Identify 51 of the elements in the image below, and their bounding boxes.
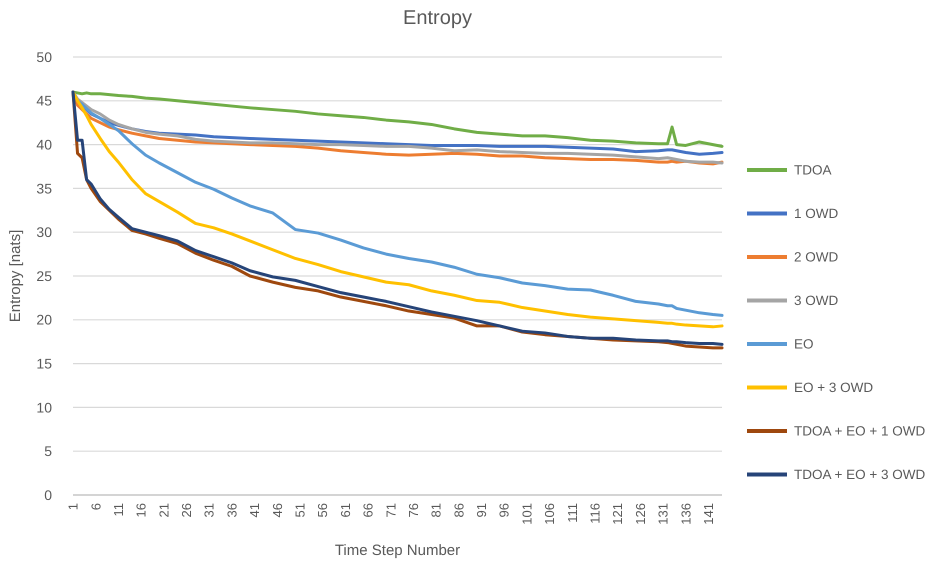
legend-label: EO + 3 OWD <box>794 380 874 396</box>
x-tick-label: 26 <box>179 503 194 518</box>
y-tick-label: 15 <box>36 356 52 372</box>
x-tick-label: 31 <box>202 503 217 518</box>
x-axis-title: Time Step Number <box>334 542 460 559</box>
y-tick-label: 5 <box>44 443 52 460</box>
x-tick-label: 21 <box>156 503 172 518</box>
legend-label: EO <box>794 336 814 352</box>
x-tick-label: 46 <box>270 503 285 518</box>
legend-label: 2 OWD <box>794 250 838 265</box>
x-tick-label: 116 <box>587 503 602 524</box>
x-tick-label: 96 <box>496 503 512 518</box>
x-tick-label: 86 <box>451 503 466 518</box>
x-tick-label: 11 <box>110 503 126 516</box>
legend-label: TDOA + EO + 1 OWD <box>794 424 926 439</box>
x-tick-label: 71 <box>383 503 398 518</box>
y-tick-label: 45 <box>36 92 52 109</box>
x-tick-label: 6 <box>88 503 104 510</box>
legend-label: 1 OWD <box>794 206 838 222</box>
x-tick-label: 61 <box>338 503 353 518</box>
y-tick-label: 35 <box>36 180 52 196</box>
x-tick-label: 1 <box>66 503 81 510</box>
y-tick-label: 10 <box>36 399 52 416</box>
x-tick-label: 121 <box>610 503 626 525</box>
legend-label: 3 OWD <box>794 293 838 308</box>
y-tick-label: 0 <box>44 486 52 503</box>
legend-label: TDOA <box>794 162 832 178</box>
x-tick-label: 16 <box>134 503 149 518</box>
x-tick-label: 136 <box>678 503 694 525</box>
x-tick-label: 36 <box>224 503 240 518</box>
x-tick-label: 141 <box>700 503 716 525</box>
x-tick-label: 131 <box>656 503 671 525</box>
y-tick-label: 25 <box>36 268 52 284</box>
x-tick-label: 91 <box>474 503 490 518</box>
x-tick-label: 56 <box>315 503 330 518</box>
x-tick-label: 66 <box>360 503 376 518</box>
y-tick-label: 30 <box>36 224 52 240</box>
chart-title: Entropy <box>403 7 472 29</box>
x-tick-label: 81 <box>428 503 444 518</box>
legend-label: TDOA + EO + 3 OWD <box>794 467 926 482</box>
x-tick-label: 101 <box>519 503 534 525</box>
x-tick-label: 51 <box>292 503 308 518</box>
y-tick-label: 40 <box>36 136 52 152</box>
y-tick-label: 20 <box>36 312 52 328</box>
x-tick-label: 106 <box>542 503 558 525</box>
x-tick-label: 41 <box>247 503 262 518</box>
x-tick-label: 111 <box>564 503 580 523</box>
x-tick-label: 126 <box>632 503 648 525</box>
y-axis-title: Entropy [nats] <box>7 230 24 322</box>
y-tick-label: 50 <box>36 48 52 65</box>
x-tick-label: 76 <box>406 503 421 518</box>
